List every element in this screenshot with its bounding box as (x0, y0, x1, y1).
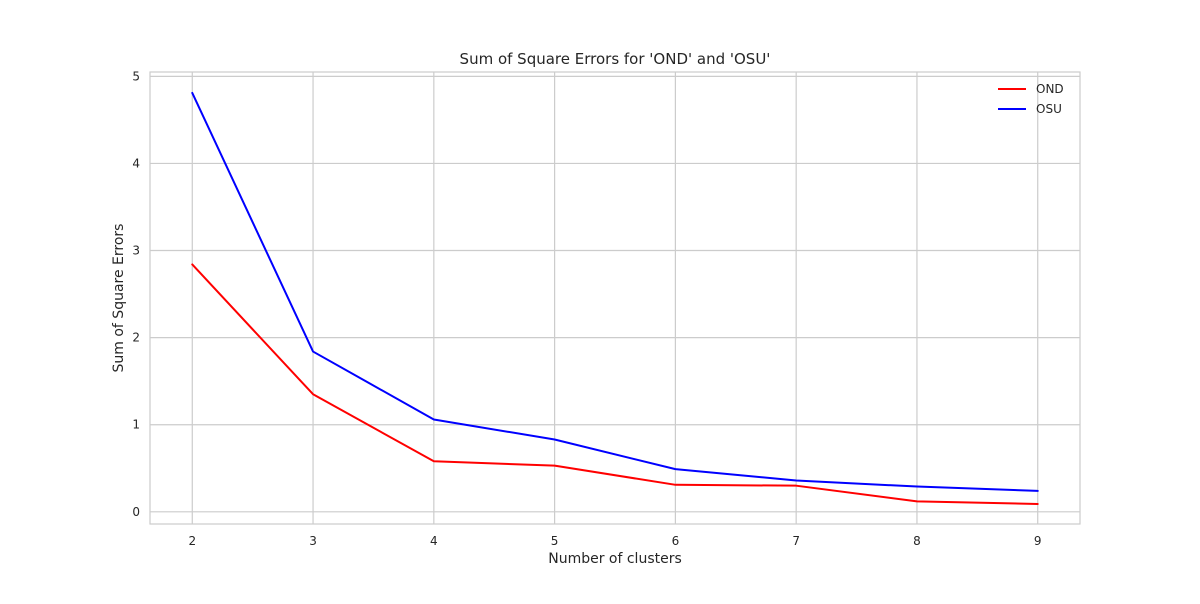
y-tick-label: 0 (132, 505, 140, 519)
data-point-ond (312, 393, 314, 395)
data-point-osu (312, 351, 314, 353)
y-tick-label: 2 (132, 331, 140, 345)
x-tick-label: 2 (188, 534, 196, 548)
series-line-ond (191, 263, 1039, 505)
x-axis-label: Number of clusters (548, 551, 682, 567)
x-tick-label: 9 (1034, 534, 1042, 548)
data-point-ond (191, 263, 193, 265)
y-axis-label: Sum of Square Errors (111, 224, 127, 373)
data-point-ond (795, 485, 797, 487)
data-point-ond (916, 500, 918, 502)
data-point-osu (433, 418, 435, 420)
y-tick-label: 3 (132, 244, 140, 258)
data-point-osu (554, 439, 556, 441)
x-tick-label: 4 (430, 534, 438, 548)
x-tick-label: 8 (913, 534, 921, 548)
data-point-osu (191, 92, 193, 94)
data-point-osu (1037, 490, 1039, 492)
legend-label-ond: OND (1036, 82, 1064, 96)
series-line-osu (191, 91, 1039, 492)
x-tick-label: 5 (551, 534, 559, 548)
x-tick-label: 7 (792, 534, 800, 548)
y-tick-label: 1 (132, 418, 140, 432)
data-point-ond (674, 484, 676, 486)
data-point-osu (795, 479, 797, 481)
grid (150, 72, 1080, 524)
y-tick-label: 4 (132, 156, 140, 170)
data-point-osu (674, 468, 676, 470)
data-point-osu (916, 486, 918, 488)
y-tick-label: 5 (132, 69, 140, 83)
y-tick-labels: 0 1 2 3 4 5 (132, 69, 140, 518)
data-point-ond (433, 460, 435, 462)
data-point-ond (1037, 503, 1039, 505)
plot-area (150, 72, 1080, 524)
x-tick-label: 3 (309, 534, 317, 548)
chart-title: Sum of Square Errors for 'OND' and 'OSU' (460, 50, 771, 68)
data-point-ond (554, 465, 556, 467)
plot-frame (149, 71, 1081, 525)
x-tick-labels: 2 3 4 5 6 7 8 9 (188, 534, 1041, 548)
x-tick-label: 6 (672, 534, 680, 548)
legend: OND OSU (998, 82, 1064, 116)
series-lines (191, 91, 1039, 505)
legend-label-osu: OSU (1036, 102, 1062, 116)
